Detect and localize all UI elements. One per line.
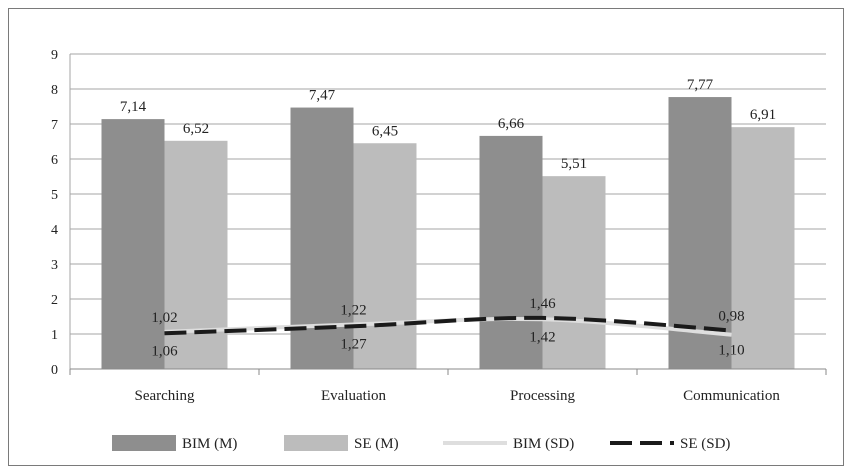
y-tick-label-9: 9 [51, 48, 58, 63]
legend-label-0: BIM (M) [182, 436, 237, 452]
legend-label-1: SE (M) [354, 436, 399, 452]
bar-value-label-1-2: 5,51 [561, 156, 587, 172]
y-tick-label-0: 0 [51, 363, 58, 378]
bar-value-label-0-2: 6,66 [498, 116, 525, 132]
y-tick-label-7: 7 [51, 118, 58, 133]
bar-value-label-0-1: 7,47 [309, 88, 336, 104]
sd-label-se-2: 1,46 [529, 296, 556, 312]
y-tick-label-4: 4 [51, 223, 58, 238]
sd-label-se-1: 1,22 [340, 303, 366, 319]
sd-label-bim-2: 1,42 [529, 329, 555, 345]
y-tick-label-6: 6 [51, 153, 58, 168]
bar-sem-1 [353, 143, 417, 369]
legend-swatch-1 [284, 435, 348, 451]
x-category-label-3: Communication [683, 388, 780, 404]
bar-sem-3 [731, 127, 795, 370]
bar-value-label-1-0: 6,52 [183, 121, 209, 137]
x-category-label-2: Processing [510, 388, 575, 404]
legend-label-3: SE (SD) [680, 436, 730, 452]
bar-bimm-2 [479, 135, 543, 369]
sd-label-bim-1: 1,27 [340, 336, 367, 352]
line-sesd [164, 315, 732, 336]
x-category-label-1: Evaluation [321, 388, 386, 404]
sd-label-se-3: 1,10 [718, 343, 744, 359]
sd-label-bim-3: 0,98 [718, 309, 744, 325]
bar-bimm-0 [101, 119, 165, 369]
bar-value-label-1-1: 6,45 [372, 123, 398, 139]
legend-swatch-0 [112, 435, 176, 451]
y-tick-label-3: 3 [51, 258, 58, 273]
y-tick-label-5: 5 [51, 188, 58, 203]
bar-value-label-0-3: 7,77 [687, 77, 714, 93]
y-tick-label-1: 1 [51, 328, 58, 343]
bar-bimm-3 [668, 97, 732, 370]
y-tick-label-2: 2 [51, 293, 58, 308]
x-category-label-0: Searching [135, 388, 195, 404]
bar-sem-2 [542, 176, 606, 369]
bar-value-label-1-3: 6,91 [750, 107, 776, 123]
bar-value-label-0-0: 7,14 [120, 99, 147, 115]
y-tick-label-8: 8 [51, 83, 58, 98]
legend-label-2: BIM (SD) [513, 436, 574, 452]
sd-label-se-0: 1,02 [151, 310, 177, 326]
sd-label-bim-0: 1,06 [151, 343, 178, 359]
